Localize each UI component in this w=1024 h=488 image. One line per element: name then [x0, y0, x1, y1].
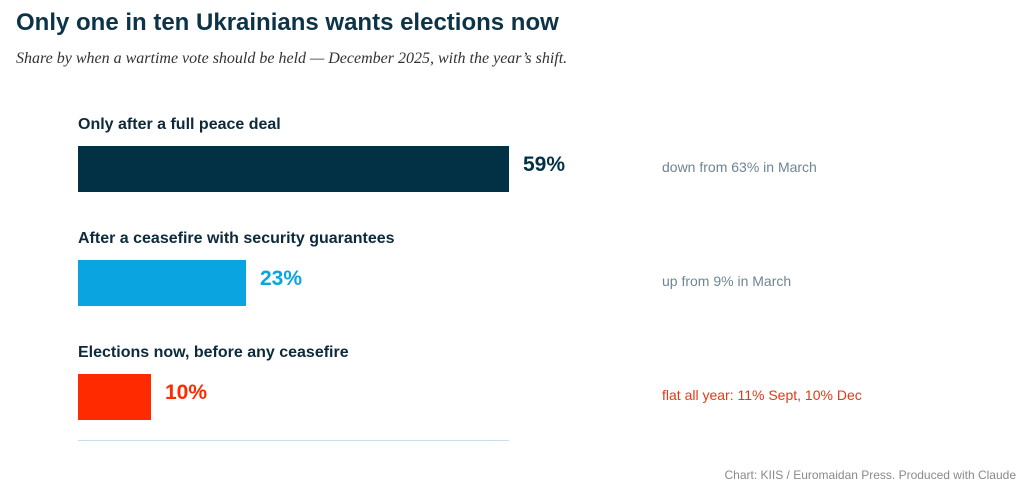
- bar: [78, 146, 509, 192]
- change-annotation: down from 63% in March: [662, 159, 817, 175]
- baseline-rule: [78, 440, 509, 441]
- bar: [78, 260, 246, 306]
- value-label: 23%: [260, 267, 303, 290]
- change-annotation: up from 9% in March: [662, 273, 792, 289]
- bar: [78, 374, 151, 420]
- category-label: Only after a full peace deal: [78, 116, 281, 133]
- bar-row: Only after a full peace deal 59% down from…: [0, 116, 1024, 206]
- value-label: 59%: [523, 153, 566, 176]
- bar-row: After a ceasefire with security guarante…: [0, 230, 1024, 320]
- chart-subtitle: Share by when a wartime vote should be h…: [16, 50, 568, 67]
- category-label: Elections now, before any ceasefire: [78, 344, 349, 361]
- category-label: After a ceasefire with security guarante…: [78, 230, 395, 247]
- change-annotation: flat all year: 11% Sept, 10% Dec: [662, 387, 862, 403]
- chart-title: Only one in ten Ukrainians wants electio…: [16, 9, 559, 36]
- value-label: 10%: [165, 381, 208, 404]
- bar-row: Elections now, before any ceasefire 10% fl…: [0, 344, 1024, 434]
- source-note: Chart: KIIS / Euromaidan Press. Produced…: [724, 468, 1016, 482]
